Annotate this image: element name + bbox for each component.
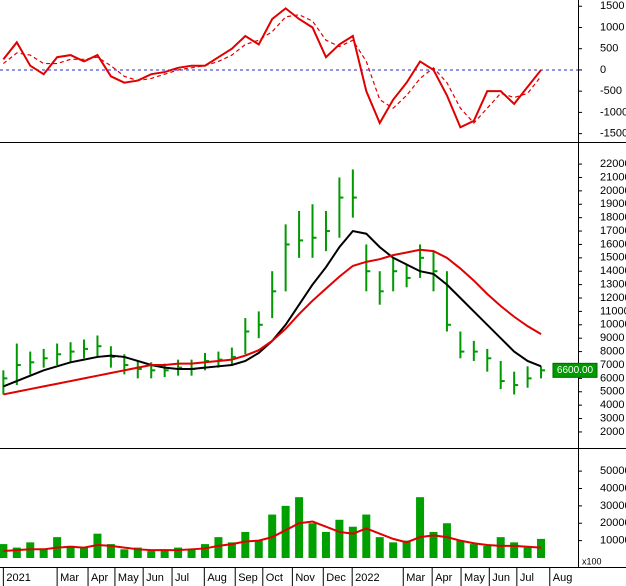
x-tick-label: Oct — [266, 572, 283, 584]
y-tick-label: 2000 — [600, 426, 624, 438]
x-tick-label: Mar — [60, 572, 79, 584]
volume-bar — [510, 542, 519, 558]
volume-bar — [12, 547, 21, 558]
y-tick-label: 500 — [600, 43, 618, 55]
volume-bar — [80, 547, 89, 558]
volume-bar — [295, 497, 304, 558]
last-price-label: 6600.00 — [557, 365, 594, 376]
series-line — [3, 248, 542, 396]
unit-label: x100 — [582, 556, 602, 566]
y-tick-label: 40000 — [600, 482, 626, 494]
y-tick-label: 1500 — [600, 0, 624, 12]
volume-bar — [416, 497, 425, 558]
volume-bar — [429, 531, 438, 558]
y-tick-label: 9000 — [600, 332, 624, 344]
x-tick-label: Jun — [146, 572, 164, 584]
volume-bar — [442, 523, 451, 558]
volume-bar — [66, 545, 75, 558]
y-tick-label: 1000 — [600, 21, 624, 33]
volume-bar — [39, 549, 48, 558]
x-tick-label: Apr — [91, 572, 108, 584]
volume-bar — [483, 545, 492, 558]
x-tick-label: Sep — [238, 572, 258, 584]
y-tick-label: -500 — [600, 85, 622, 97]
y-tick-label: 10000 — [600, 535, 626, 547]
y-tick-label: -1500 — [600, 128, 626, 140]
y-tick-label: 20000 — [600, 517, 626, 529]
volume-bar — [281, 505, 290, 558]
y-tick-label: 17000 — [600, 225, 626, 237]
y-tick-label: 6000 — [600, 372, 624, 384]
volume-bar — [321, 531, 330, 558]
y-tick-label: 19000 — [600, 198, 626, 210]
volume-bar — [133, 547, 142, 558]
volume-bar — [469, 544, 478, 558]
y-tick-label: 3000 — [600, 412, 624, 424]
volume-bar — [537, 538, 546, 558]
volume-bar — [389, 542, 398, 558]
y-tick-label: -1000 — [600, 106, 626, 118]
y-tick-label: 4000 — [600, 399, 624, 411]
x-tick-label: May — [118, 572, 139, 584]
volume-bar — [187, 549, 196, 558]
volume-bar — [523, 547, 532, 558]
x-tick-label: May — [464, 572, 485, 584]
volume-bar — [496, 537, 505, 558]
y-tick-label: 10000 — [600, 319, 626, 331]
y-tick-label: 14000 — [600, 265, 626, 277]
volume-bar — [147, 551, 156, 558]
volume-bar — [227, 542, 236, 558]
last-price-box — [552, 362, 598, 378]
volume-bar — [160, 549, 169, 558]
y-tick-label: 30000 — [600, 500, 626, 512]
series-line — [2, 7, 542, 129]
volume-bar — [335, 519, 344, 558]
y-tick-label: 18000 — [600, 212, 626, 224]
y-tick-label: 12000 — [600, 292, 626, 304]
series-line — [2, 14, 542, 124]
volume-bar — [456, 540, 465, 558]
y-tick-label: 13000 — [600, 279, 626, 291]
volume-bar — [200, 544, 209, 558]
x-tick-label: Mar — [406, 572, 425, 584]
y-tick-label: 11000 — [600, 305, 626, 317]
y-tick-label: 20000 — [600, 185, 626, 197]
volume-bar — [362, 514, 371, 558]
y-tick-label: 0 — [600, 64, 606, 76]
series-line — [3, 520, 542, 553]
x-tick-label: Jun — [492, 572, 510, 584]
volume-bar — [348, 526, 357, 558]
volume-bar — [241, 531, 250, 558]
y-tick-label: 8000 — [600, 345, 624, 357]
x-tick-label: Aug — [553, 572, 573, 584]
x-tick-label: 2022 — [355, 572, 379, 584]
y-tick-label: 50000 — [600, 465, 626, 477]
y-tick-label: 7000 — [600, 359, 624, 371]
volume-bar — [308, 523, 317, 558]
volume-bar — [375, 537, 384, 558]
volume-bar — [254, 540, 263, 558]
x-tick-label: Dec — [326, 572, 346, 584]
x-tick-label: 2021 — [6, 572, 30, 584]
x-tick-label: Jul — [175, 572, 189, 584]
volume-bar — [174, 547, 183, 558]
y-tick-label: 22000 — [600, 158, 626, 170]
x-tick-label: Nov — [295, 572, 315, 584]
volume-bar — [120, 549, 129, 558]
x-tick-label: Aug — [207, 572, 227, 584]
x-tick-label: Apr — [435, 572, 452, 584]
y-tick-label: 15000 — [600, 252, 626, 264]
volume-bar — [106, 544, 115, 558]
volume-bar — [402, 540, 411, 558]
x-tick-label: Jul — [520, 572, 534, 584]
y-tick-label: 21000 — [600, 171, 626, 183]
y-tick-label: 16000 — [600, 238, 626, 250]
y-tick-label: 5000 — [600, 386, 624, 398]
volume-bar — [214, 537, 223, 558]
